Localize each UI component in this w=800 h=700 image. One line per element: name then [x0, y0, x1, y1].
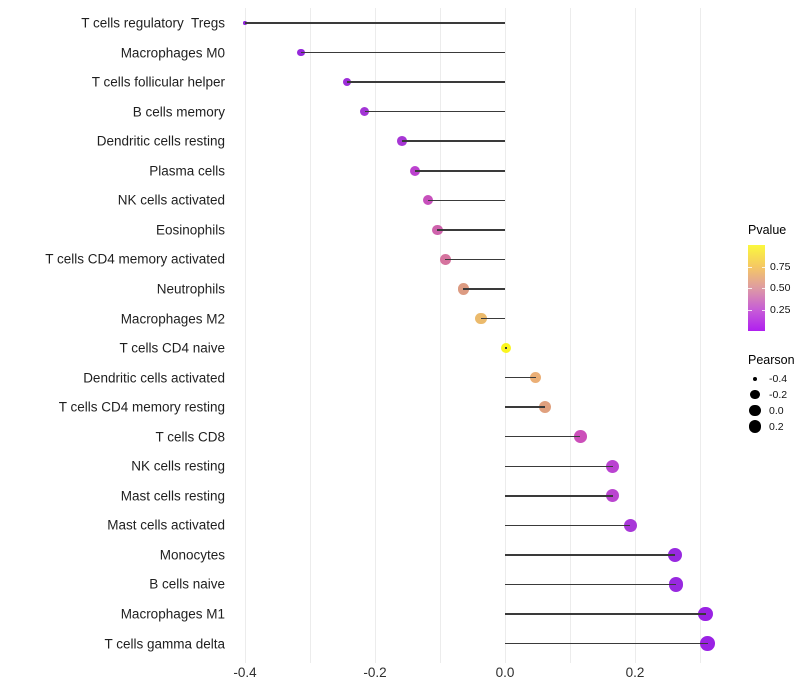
- pearson-size-label: -0.2: [769, 388, 788, 401]
- lollipop-segment: [364, 110, 505, 113]
- lollipop-segment: [300, 51, 505, 54]
- row-label: NK cells activated: [117, 192, 225, 208]
- lollipop-segment: [505, 495, 613, 497]
- lollipop-segment: [437, 229, 505, 231]
- gridline: [635, 8, 636, 663]
- colorbar-tick-mark: [761, 288, 765, 289]
- row-label: Macrophages M1: [120, 606, 225, 622]
- gridline: [570, 8, 571, 663]
- pearson-legend-title: Pearson: [748, 353, 795, 367]
- lollipop-dot: [423, 195, 434, 206]
- row-label: T cells regulatory Tregs: [81, 15, 225, 31]
- gridline: [310, 8, 311, 663]
- lollipop-dot: [432, 224, 443, 236]
- row-label: Plasma cells: [149, 163, 225, 179]
- gridline: [505, 8, 506, 663]
- x-axis-tick-label: -0.4: [233, 665, 257, 680]
- row-label: T cells CD4 memory activated: [45, 251, 225, 267]
- row-label: Mast cells resting: [120, 488, 225, 504]
- x-axis-tick-label: 0.2: [625, 665, 645, 680]
- pearson-size-dot: [753, 376, 757, 381]
- colorbar-tick-mark: [748, 288, 752, 289]
- pearson-size-dot: [750, 390, 760, 400]
- row-label: Dendritic cells resting: [96, 133, 225, 149]
- lollipop-segment: [428, 199, 505, 202]
- lollipop-segment: [505, 583, 676, 586]
- pearson-size-dot: [749, 405, 761, 417]
- colorbar-tick-label: 0.25: [770, 303, 791, 316]
- lollipop-dot: [606, 489, 620, 503]
- lollipop-dot: [397, 136, 408, 147]
- colorbar-tick-mark: [748, 309, 752, 311]
- pearson-size-dot: [748, 420, 762, 433]
- lollipop-segment: [505, 376, 536, 379]
- colorbar-tick-mark: [761, 266, 765, 268]
- x-axis-tick-label: -0.2: [363, 665, 387, 680]
- row-label: Monocytes: [159, 547, 225, 563]
- row-label: B cells naive: [149, 576, 225, 592]
- lollipop-segment: [505, 465, 613, 467]
- pearson-size-label: 0.2: [769, 420, 784, 433]
- row-label: NK cells resting: [131, 458, 225, 474]
- lollipop-dot: [243, 21, 247, 25]
- lollipop-segment: [480, 317, 505, 320]
- lollipop-segment: [505, 642, 708, 645]
- lollipop-segment: [414, 170, 505, 172]
- gridline: [440, 8, 441, 663]
- lollipop-segment: [245, 22, 505, 24]
- row-label: B cells memory: [132, 104, 225, 120]
- row-label: T cells CD8: [155, 429, 225, 445]
- row-label: T cells CD4 naive: [119, 340, 225, 356]
- row-label: Neutrophils: [156, 281, 225, 297]
- row-label: T cells gamma delta: [104, 636, 225, 652]
- lollipop-segment: [505, 406, 546, 408]
- lollipop-dot: [606, 459, 620, 473]
- lollipop-dot: [668, 577, 684, 592]
- lollipop-segment: [505, 554, 676, 556]
- gridline: [700, 8, 701, 663]
- lollipop-dot: [342, 77, 352, 87]
- lollipop-dot: [623, 518, 638, 533]
- row-label: T cells follicular helper: [91, 74, 225, 90]
- lollipop-segment: [505, 524, 631, 527]
- pearson-size-label: 0.0: [769, 404, 784, 417]
- row-label: Eosinophils: [155, 222, 225, 238]
- pvalue-colorbar: [748, 245, 765, 331]
- gridline: [375, 8, 376, 663]
- lollipop-segment: [505, 435, 581, 438]
- row-label: Macrophages M2: [120, 311, 225, 326]
- row-label: Macrophages M0: [120, 45, 225, 61]
- colorbar-tick-label: 0.75: [770, 260, 791, 273]
- lollipop-dot: [574, 430, 587, 443]
- colorbar-tick-mark: [748, 266, 752, 268]
- lollipop-segment: [505, 613, 706, 615]
- colorbar-tick-label: 0.50: [770, 282, 791, 294]
- lollipop-segment: [445, 258, 505, 261]
- pvalue-legend-title: Pvalue: [748, 223, 787, 237]
- row-label: Mast cells activated: [107, 517, 225, 533]
- lollipop-segment: [463, 288, 505, 290]
- gridline: [245, 8, 246, 663]
- x-axis-tick-label: 0.0: [495, 665, 515, 680]
- lollipop-segment: [347, 81, 505, 83]
- lollipop-segment: [402, 140, 505, 142]
- row-label: T cells CD4 memory resting: [58, 399, 225, 415]
- colorbar-tick-mark: [761, 309, 765, 311]
- row-label: Dendritic cells activated: [83, 370, 225, 386]
- lollipop-segment: [505, 347, 507, 349]
- pearson-size-label: -0.4: [769, 372, 788, 385]
